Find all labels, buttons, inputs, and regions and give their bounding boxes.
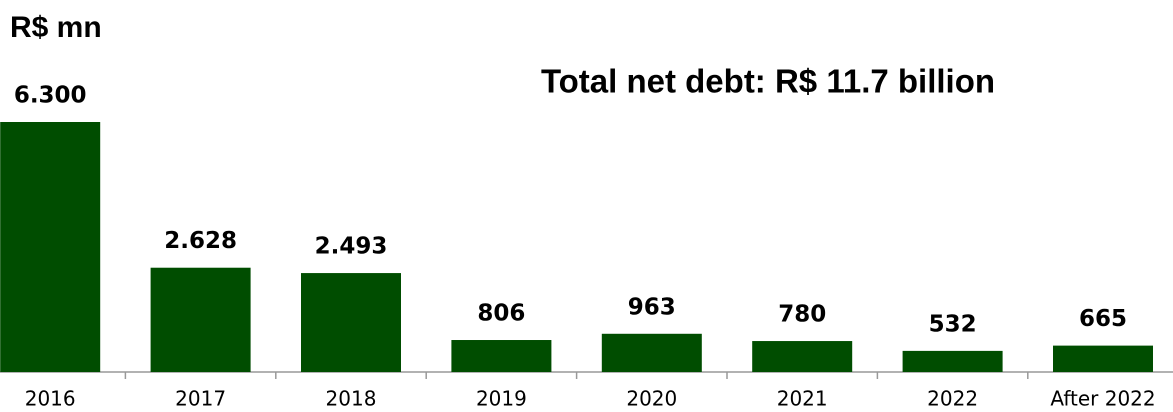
value-label: 665 xyxy=(1079,306,1127,332)
value-label: 532 xyxy=(929,311,977,337)
bar xyxy=(601,333,702,372)
x-tick-label: 2022 xyxy=(927,387,978,411)
value-label: 780 xyxy=(778,302,826,328)
bar xyxy=(902,350,1003,372)
x-tick-label: 2018 xyxy=(326,387,377,411)
value-label: 6.300 xyxy=(14,83,87,109)
bar xyxy=(451,340,552,372)
bar xyxy=(0,122,101,372)
bar xyxy=(150,267,251,372)
value-label: 806 xyxy=(477,301,525,327)
bar xyxy=(301,273,401,372)
x-tick-label: 2019 xyxy=(476,387,527,411)
value-label: 2.493 xyxy=(315,234,388,260)
value-label: 963 xyxy=(628,294,676,320)
x-tick-label: 2020 xyxy=(626,387,677,411)
chart-title: R$ mn xyxy=(10,11,102,44)
x-tick-label: 2017 xyxy=(175,387,226,411)
annotation: Total net debt: R$ 11.7 billion xyxy=(541,63,995,100)
bar xyxy=(1053,345,1153,372)
x-tick-label: After 2022 xyxy=(1050,387,1155,411)
value-label: 2.628 xyxy=(164,228,237,254)
x-tick-label: 2016 xyxy=(25,387,76,411)
x-tick-label: 2021 xyxy=(777,387,828,411)
bar xyxy=(752,341,853,372)
